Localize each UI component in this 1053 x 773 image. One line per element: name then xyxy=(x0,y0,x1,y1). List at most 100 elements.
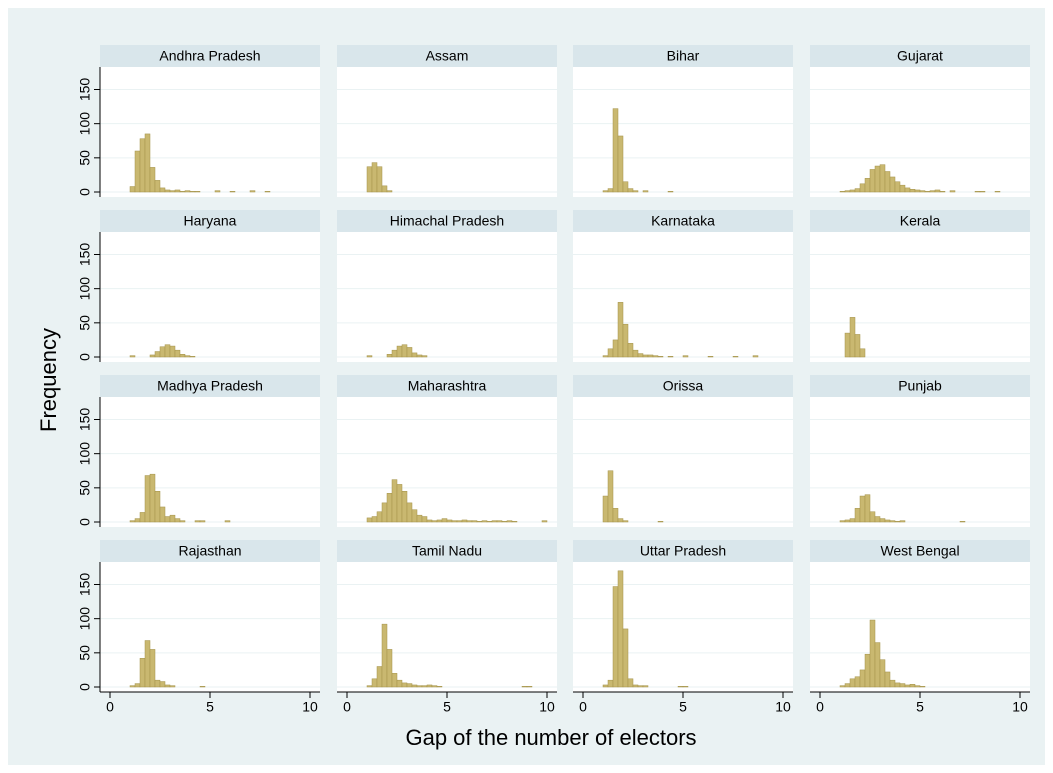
bar xyxy=(607,188,614,193)
panel-title: Himachal Pradesh xyxy=(390,213,504,229)
x-tick-label: 5 xyxy=(206,699,214,715)
bar xyxy=(859,669,866,688)
bar xyxy=(129,186,136,193)
bar xyxy=(174,189,181,193)
bar xyxy=(864,653,871,688)
bar xyxy=(144,475,151,523)
panel-header xyxy=(810,210,1030,232)
y-tick-label: 0 xyxy=(77,683,93,691)
bar xyxy=(889,679,896,688)
y-tick-label: 150 xyxy=(77,573,93,597)
bar xyxy=(189,191,196,193)
bar xyxy=(632,684,639,688)
bar xyxy=(411,352,418,358)
bar xyxy=(169,345,176,358)
bar xyxy=(844,332,851,358)
bar xyxy=(622,323,629,358)
bar xyxy=(612,586,619,688)
bar xyxy=(371,678,378,688)
bar xyxy=(249,190,256,193)
bar xyxy=(707,356,714,358)
panel-title: West Bengal xyxy=(880,543,959,559)
bar xyxy=(884,519,891,523)
panel-header xyxy=(337,540,557,562)
bar xyxy=(149,649,156,688)
bar xyxy=(647,354,654,358)
bar xyxy=(974,191,981,193)
bar xyxy=(154,491,161,523)
x-tick-label: 0 xyxy=(816,699,824,715)
bar xyxy=(189,356,196,358)
bar xyxy=(129,520,136,523)
bar xyxy=(154,180,161,193)
bar xyxy=(894,181,901,193)
bar xyxy=(859,348,866,358)
x-axis-label: Gap of the number of electors xyxy=(405,725,696,750)
bar xyxy=(602,190,609,193)
bar xyxy=(894,682,901,688)
bar xyxy=(627,188,634,193)
bar xyxy=(752,355,759,358)
bar xyxy=(406,683,413,688)
bar xyxy=(602,684,609,688)
plot-area xyxy=(337,397,557,527)
panel-header xyxy=(337,45,557,67)
bar xyxy=(194,520,201,523)
bar xyxy=(732,356,739,358)
bar xyxy=(864,178,871,193)
bar xyxy=(376,666,383,688)
bar xyxy=(441,518,448,523)
bar xyxy=(149,354,156,358)
bar xyxy=(874,165,881,193)
bar xyxy=(169,190,176,193)
bar xyxy=(632,349,639,358)
bar xyxy=(144,133,151,193)
y-tick-label: 150 xyxy=(77,243,93,267)
x-tick-label: 10 xyxy=(302,699,318,715)
panel-header xyxy=(100,45,320,67)
bar xyxy=(869,619,876,688)
y-tick-label: 100 xyxy=(77,607,93,631)
bar xyxy=(657,521,664,523)
y-axis-label: Frequency xyxy=(36,328,61,432)
bar xyxy=(224,520,231,523)
x-tick-label: 10 xyxy=(539,699,555,715)
bar xyxy=(179,191,186,193)
bar xyxy=(421,685,428,688)
bar xyxy=(607,470,614,523)
bar xyxy=(682,355,689,358)
bar xyxy=(607,348,614,358)
x-tick-label: 0 xyxy=(106,699,114,715)
bar xyxy=(194,191,201,193)
plot-area xyxy=(100,232,320,362)
bar xyxy=(622,628,629,688)
bar xyxy=(904,684,911,688)
bar xyxy=(632,190,639,193)
bar xyxy=(199,520,206,523)
panel-title: Karnataka xyxy=(651,213,715,229)
plot-area xyxy=(573,67,793,197)
panel-title: Uttar Pradesh xyxy=(640,543,726,559)
bar xyxy=(979,191,986,193)
bar xyxy=(612,339,619,358)
bar xyxy=(199,686,206,688)
bar xyxy=(884,171,891,193)
bar xyxy=(386,190,393,193)
bar xyxy=(909,684,916,688)
bar xyxy=(854,334,861,358)
bar xyxy=(924,191,931,193)
panel-header xyxy=(100,540,320,562)
panel-title: Andhra Pradesh xyxy=(159,48,260,64)
bar xyxy=(849,189,856,193)
bar xyxy=(667,191,674,193)
bar xyxy=(919,190,926,193)
bar xyxy=(879,164,886,193)
plot-area xyxy=(100,67,320,197)
bar xyxy=(406,347,413,358)
bar xyxy=(844,519,851,523)
bar xyxy=(376,166,383,193)
bar xyxy=(174,518,181,523)
bar xyxy=(949,190,956,193)
bar xyxy=(436,686,443,688)
x-tick-label: 10 xyxy=(775,699,791,715)
